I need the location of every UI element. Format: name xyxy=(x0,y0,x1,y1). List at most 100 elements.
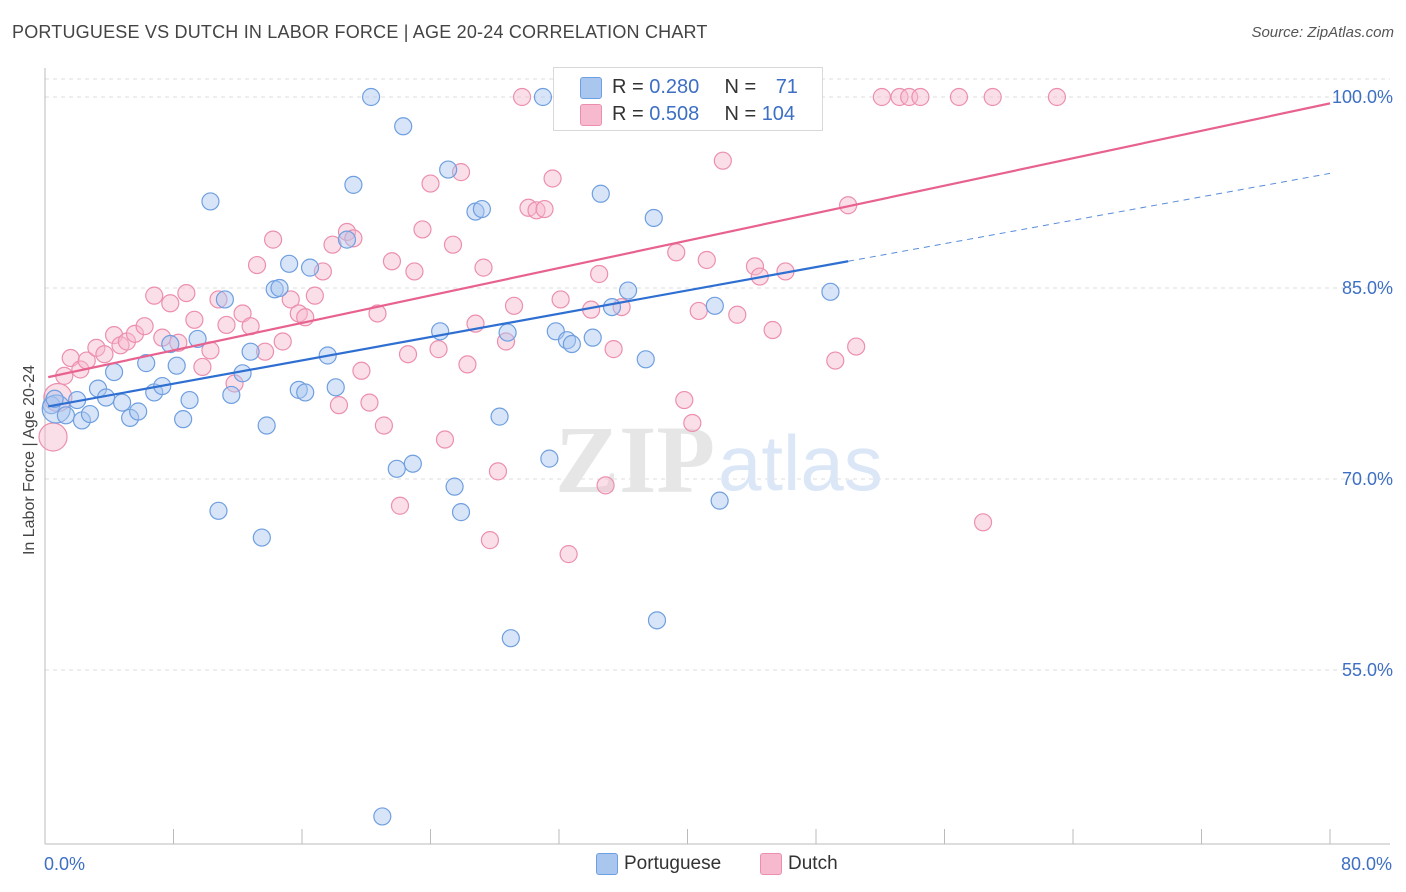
dutch-point xyxy=(512,87,532,107)
dutch-point xyxy=(209,290,228,309)
dutch-point xyxy=(263,230,283,249)
portuguese-point xyxy=(201,192,220,211)
portuguese-point xyxy=(296,383,315,402)
portuguese-point xyxy=(326,378,345,397)
portuguese-point xyxy=(647,611,667,630)
dutch-point xyxy=(983,87,1002,107)
dutch-point xyxy=(344,229,363,248)
dutch-point xyxy=(543,169,562,188)
dutch-point xyxy=(323,235,342,254)
dutch-point xyxy=(390,496,410,515)
dutch-point xyxy=(217,315,236,335)
portuguese-point xyxy=(498,323,517,342)
dutch-point xyxy=(667,243,686,262)
watermark: ZIP xyxy=(555,406,715,513)
portuguese-point xyxy=(252,528,271,547)
portuguese-point xyxy=(562,334,581,354)
dutch-point xyxy=(177,283,196,303)
dutch-point xyxy=(135,317,154,336)
portuguese-point xyxy=(591,184,610,203)
portuguese-point xyxy=(300,258,320,277)
portuguese-point xyxy=(112,393,132,412)
portuguese-point xyxy=(344,175,363,194)
dutch-point xyxy=(255,342,275,361)
portuguese-point xyxy=(540,449,559,468)
dutch-point xyxy=(421,174,440,193)
r-label: R = xyxy=(612,76,650,98)
y-tick-label: 70.0% xyxy=(1342,469,1393,489)
portuguese-point xyxy=(180,390,199,410)
dutch-point xyxy=(890,87,909,107)
stats-legend: R = 0.280 N = 71 R = 0.508 N = 104 xyxy=(553,67,823,131)
portuguese-point xyxy=(501,629,520,648)
dutch-point xyxy=(826,351,845,370)
dutch-point xyxy=(559,545,578,564)
portuguese-point xyxy=(257,416,276,435)
dutch-point xyxy=(352,361,371,380)
portuguese-point xyxy=(439,160,458,179)
portuguese-point xyxy=(241,342,260,361)
portuguese-point xyxy=(821,282,840,301)
portuguese-point xyxy=(490,407,509,426)
dutch-point xyxy=(185,310,204,329)
portuguese-trend-extension xyxy=(848,172,1331,262)
dutch-point xyxy=(683,413,702,433)
dutch-point xyxy=(95,345,114,364)
portuguese-point xyxy=(337,230,357,249)
dutch-point xyxy=(973,513,993,532)
portuguese-point xyxy=(129,402,148,421)
portuguese-point xyxy=(602,298,622,317)
portuguese-point xyxy=(104,362,124,382)
portuguese-point xyxy=(394,117,413,136)
portuguese-point xyxy=(215,290,234,309)
dutch-point xyxy=(360,393,379,412)
dutch-point xyxy=(38,422,68,452)
portuguese-point xyxy=(280,254,299,273)
portuguese-point xyxy=(167,356,186,375)
dutch-point xyxy=(745,257,765,276)
portuguese-point xyxy=(387,459,406,478)
dutch-point xyxy=(429,340,448,359)
dutch-point xyxy=(125,324,145,343)
portuguese-point xyxy=(403,454,422,473)
source-credit: Source: ZipAtlas.com xyxy=(1251,24,1394,41)
portuguese-point xyxy=(222,385,241,405)
portuguese-point xyxy=(270,278,289,298)
portuguese-point xyxy=(710,491,729,510)
portuguese-point xyxy=(137,354,156,373)
portuguese-point xyxy=(583,328,602,347)
dutch-point xyxy=(474,258,493,277)
dutch-point xyxy=(675,390,694,410)
portuguese-point xyxy=(174,410,193,429)
dutch-point xyxy=(713,151,732,170)
r-value: 0.508 xyxy=(649,103,700,125)
portuguese-swatch xyxy=(596,853,618,875)
dutch-point xyxy=(847,337,866,356)
portuguese-swatch xyxy=(580,77,602,99)
dutch-point xyxy=(273,332,292,351)
dutch-point xyxy=(604,340,623,359)
legend-label: Portuguese xyxy=(624,853,722,874)
dutch-point xyxy=(728,305,747,324)
legend-label: Dutch xyxy=(788,853,838,874)
portuguese-point xyxy=(636,350,655,369)
r-label: R = xyxy=(612,103,650,125)
portuguese-point xyxy=(41,394,71,424)
dutch-point xyxy=(1047,87,1067,107)
dutch-point xyxy=(590,264,609,284)
dutch-point xyxy=(145,286,164,305)
dutch-point xyxy=(488,462,508,481)
dutch-point xyxy=(949,87,969,107)
dutch-point xyxy=(405,262,424,281)
dutch-point xyxy=(443,235,463,254)
r-value: 0.280 xyxy=(649,76,700,98)
dutch-point xyxy=(247,255,267,275)
dutch-point xyxy=(763,320,782,340)
portuguese-point xyxy=(644,208,663,228)
dutch-point xyxy=(374,416,394,435)
y-tick-label: 85.0% xyxy=(1342,278,1393,298)
y-tick-label: 55.0% xyxy=(1342,660,1393,680)
x-tick-label: 80.0% xyxy=(1341,854,1392,874)
dutch-swatch xyxy=(760,853,782,875)
